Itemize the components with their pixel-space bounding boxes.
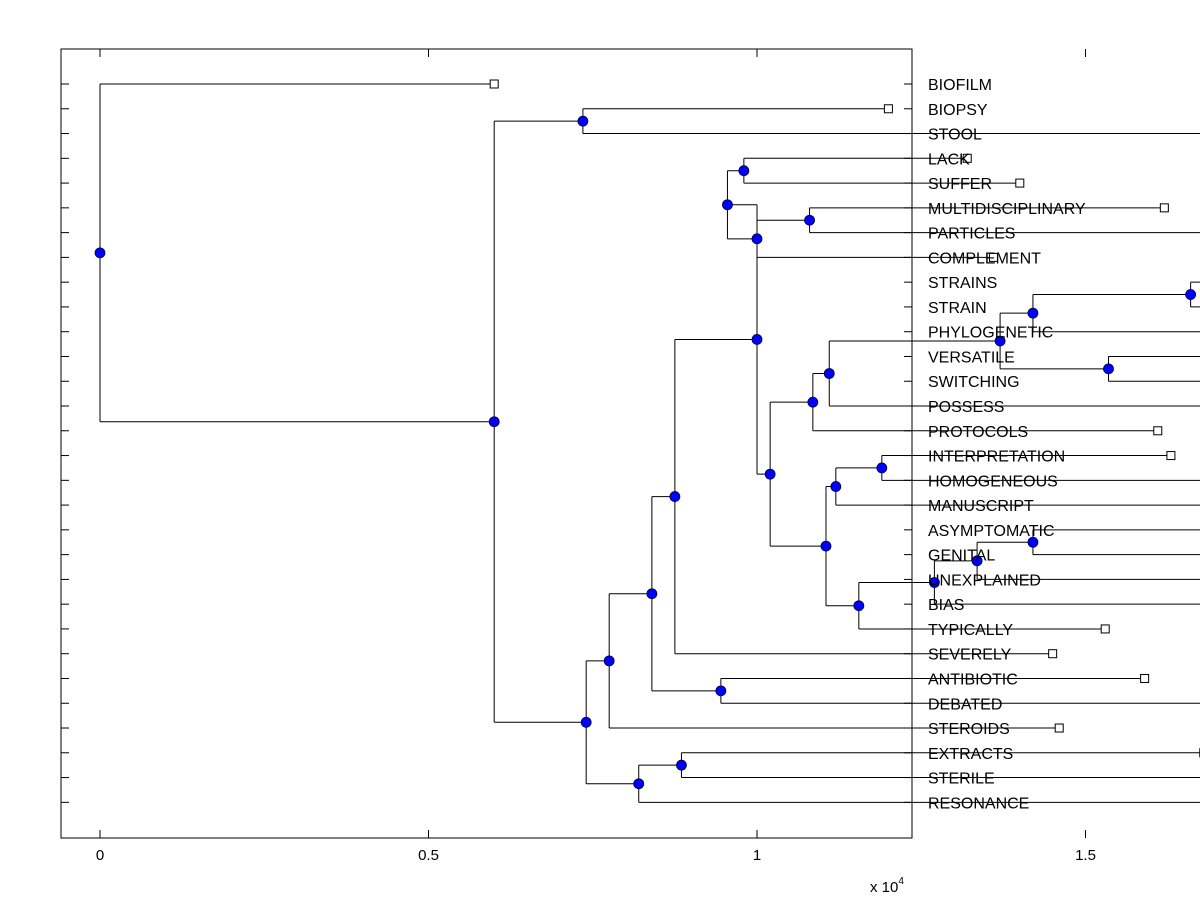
leaf-label: ASYMPTOMATIC: [928, 523, 1055, 540]
node-marker-n2: [738, 165, 750, 177]
node-marker-n8: [1103, 363, 1114, 375]
leaf-marker: [1159, 203, 1169, 213]
leaf-label: BIOFILM: [928, 77, 992, 94]
leaf-label: COMPLEMENT: [928, 250, 1041, 267]
leaf-marker: [1100, 624, 1110, 634]
leaf-label: MULTIDISCIPLINARY: [928, 201, 1086, 218]
leaf-label: SUFFER: [928, 176, 992, 193]
leaf-label: STERILE: [928, 771, 995, 788]
node-marker-n6: [1185, 289, 1197, 300]
node-marker-n26: [633, 778, 645, 790]
leaf-label: VERSATILE: [928, 349, 1015, 366]
x-tick-label: 0.5: [418, 847, 439, 864]
node-marker-n11: [807, 396, 819, 408]
leaf-label: LACK: [928, 151, 970, 168]
plot-frame: [60, 48, 913, 839]
node-marker-n1: [577, 115, 589, 127]
node-marker-n7: [1027, 307, 1039, 319]
node-marker-n9: [994, 335, 1006, 347]
node-marker-n20: [751, 334, 763, 345]
leaf-label: PARTICLES: [928, 226, 1015, 243]
node-marker-root: [94, 247, 106, 259]
leaf-label: TYPICALLY: [928, 622, 1013, 639]
leaf-label: GENITAL: [928, 548, 995, 565]
leaf-label: EXTRACTS: [928, 746, 1013, 763]
leaf-label: STRAIN: [928, 300, 987, 317]
leaf-label: UNEXPLAINED: [928, 572, 1041, 589]
leaf-markers: [489, 79, 1200, 758]
x-axis-exponent-base: x 10: [870, 879, 898, 896]
node-marker-n12: [876, 462, 888, 474]
node-marker-n27: [580, 716, 592, 728]
leaf-label: STEROIDS: [928, 721, 1010, 738]
node-marker-n25: [676, 759, 687, 771]
leaf-label: DEBATED: [928, 696, 1002, 713]
node-marker-n4: [751, 233, 763, 245]
leaf-marker: [962, 153, 972, 163]
node-marker-n10: [823, 368, 835, 379]
leaf-marker: [1054, 723, 1064, 733]
leaf-label: INTERPRETATION: [928, 449, 1065, 466]
node-marker-n5: [722, 199, 733, 211]
leaf-marker: [1166, 451, 1176, 461]
node-marker-n3: [804, 214, 815, 226]
node-marker-n22: [715, 685, 727, 697]
leaf-label: MANUSCRIPT: [928, 498, 1034, 515]
node-marker-n24: [603, 655, 615, 667]
leaf-label: RESONANCE: [928, 795, 1029, 812]
leaf-marker: [883, 104, 893, 114]
x-axis-ticks: 00.511.52: [96, 49, 1096, 864]
leaf-label: STOOL: [928, 127, 982, 144]
leaf-label: HOMOGENEOUS: [928, 473, 1058, 490]
leaf-marker: [1015, 178, 1025, 188]
node-marker-n16: [928, 577, 940, 588]
leaf-labels: BIOFILM BIOPSY STOOL LACK SUFFER MULTIDISCIPL…: [928, 77, 1086, 812]
node-marker-n19: [764, 468, 776, 480]
leaf-marker: [989, 252, 999, 262]
leaf-label: PROTOCOLS: [928, 424, 1028, 441]
node-marker-n15: [971, 555, 983, 567]
leaf-label: PHYLOGENETIC: [928, 325, 1053, 342]
x-axis-exponent-power: 4: [898, 876, 904, 887]
leaf-label: ANTIBIOTIC: [928, 671, 1018, 688]
node-marker-n21: [669, 491, 681, 502]
x-tick-label: 0: [96, 847, 104, 864]
node-marker-n17: [853, 600, 865, 612]
x-tick-label: 1.5: [1075, 847, 1096, 864]
leaf-label: SWITCHING: [928, 374, 1020, 391]
node-marker-n13: [830, 481, 842, 492]
node-marker-n28: [488, 416, 500, 428]
leaf-label: BIAS: [928, 597, 964, 614]
leaf-label: STRAINS: [928, 275, 997, 292]
node-markers: [94, 115, 1197, 790]
node-marker-n18: [820, 540, 832, 552]
leaf-label: SEVERELY: [928, 647, 1012, 664]
node-marker-n23: [646, 588, 658, 600]
leaf-marker: [1048, 649, 1058, 659]
x-axis-exponent: x 104: [870, 876, 904, 896]
leaf-marker: [1153, 426, 1163, 436]
leaf-marker: [489, 79, 499, 89]
leaf-label: POSSESS: [928, 399, 1004, 416]
leaf-marker: [1140, 673, 1150, 683]
leaf-label: BIOPSY: [928, 102, 988, 119]
node-marker-n14: [1027, 536, 1039, 548]
x-tick-label: 1: [753, 847, 761, 864]
